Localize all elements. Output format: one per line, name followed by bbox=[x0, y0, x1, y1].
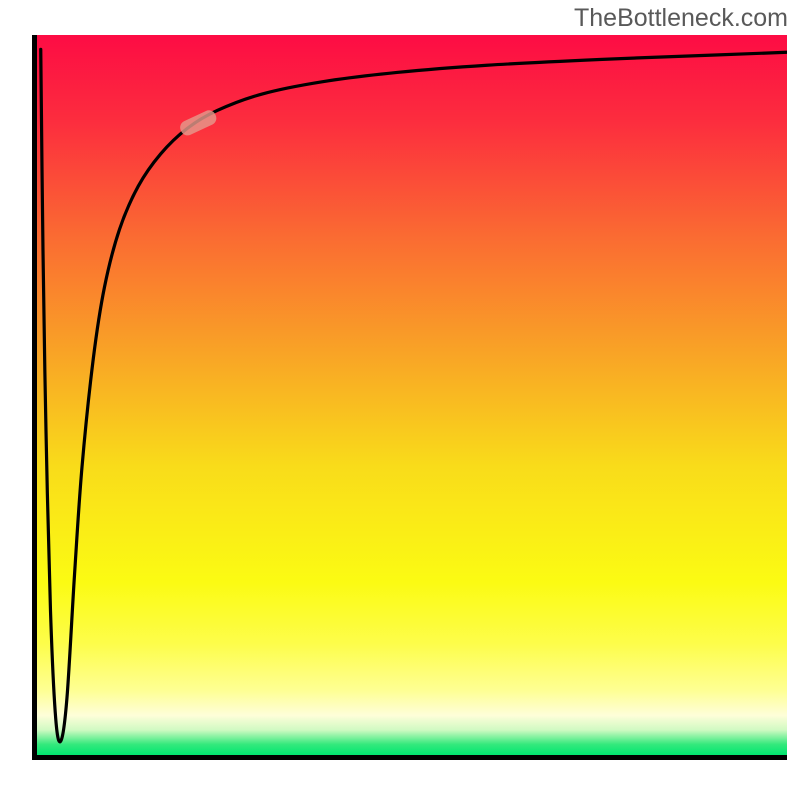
watermark-text: TheBottleneck.com bbox=[574, 4, 788, 33]
bottleneck-chart bbox=[0, 0, 800, 800]
y-axis bbox=[32, 35, 37, 760]
x-axis bbox=[32, 755, 787, 760]
plot-background-gradient bbox=[37, 35, 787, 755]
